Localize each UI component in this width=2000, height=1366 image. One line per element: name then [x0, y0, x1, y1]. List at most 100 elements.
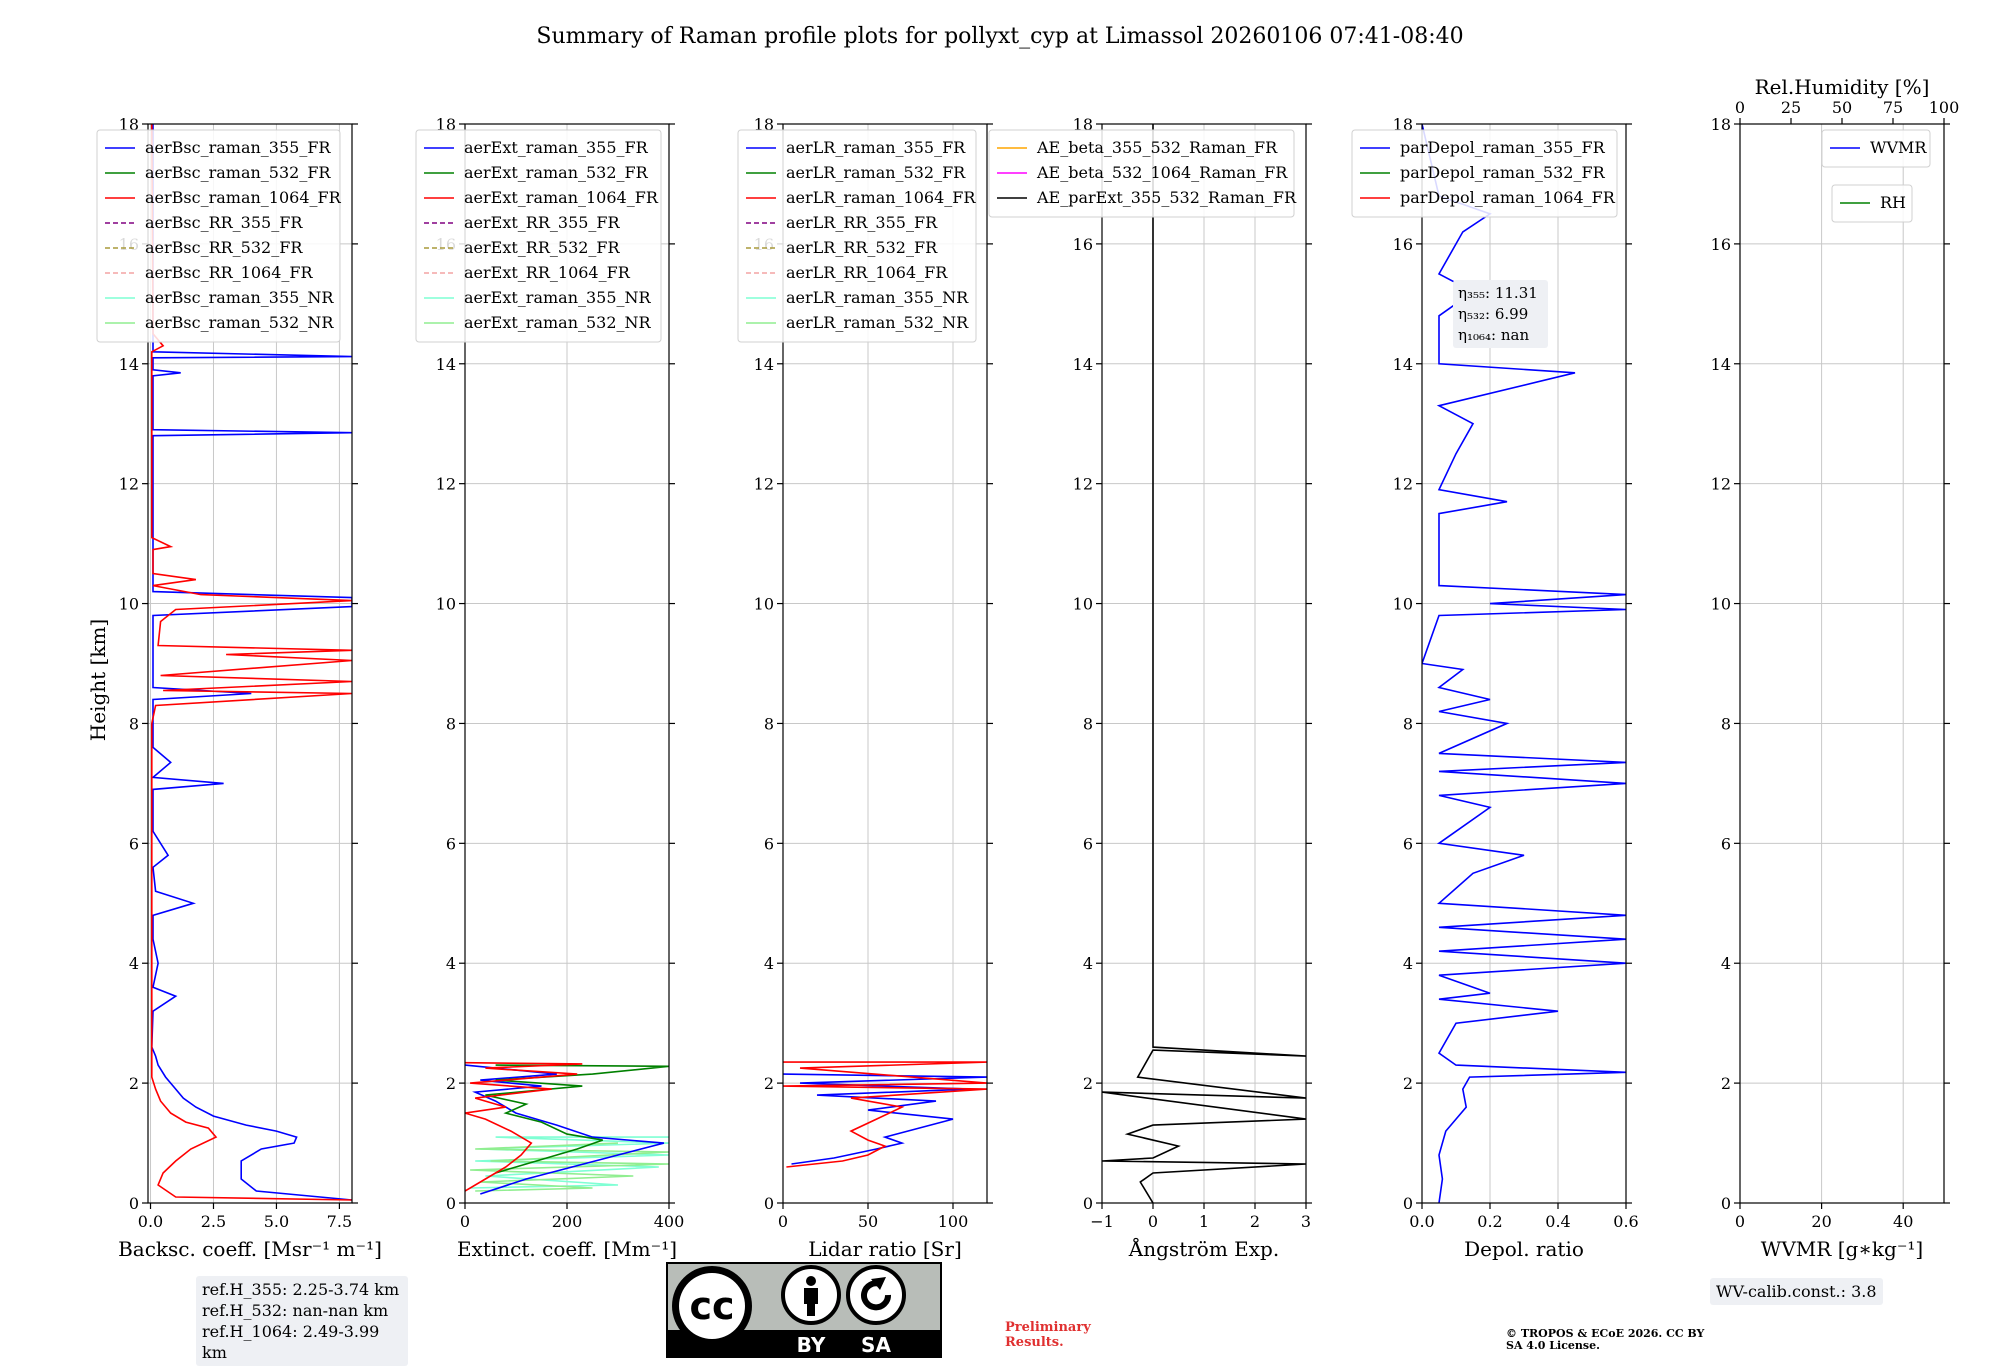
copyright-note: © TROPOS & ECoE 2026. CC BY SA 4.0 Licen… [1506, 1327, 1705, 1352]
y-tick-label: 6 [129, 834, 139, 853]
top-x-axis-label: Rel.Humidity [%] [1755, 75, 1930, 99]
y-tick-label: 4 [129, 954, 139, 973]
y-tick-label: 2 [1403, 1074, 1413, 1093]
y-tick-label: 4 [1083, 954, 1093, 973]
preliminary-results-note: Preliminary Results. [1005, 1320, 1091, 1350]
x-tick-label: 7.5 [327, 1212, 352, 1231]
y-tick-label: 16 [1711, 235, 1731, 254]
legend-label: parDepol_raman_532_FR [1400, 163, 1606, 182]
y-tick-label: 18 [1073, 115, 1093, 134]
y-tick-label: 10 [1073, 595, 1093, 614]
series-line-aerExt_raman_355_NR [470, 1136, 669, 1189]
cc-by-sa-license-logo: cc BY SA [666, 1262, 942, 1358]
x-tick-label: 0.0 [1409, 1212, 1434, 1231]
y-tick-label: 4 [764, 954, 774, 973]
wv-calibration-constant: WV-calib.const.: 3.8 [1710, 1278, 1883, 1305]
y-tick-label: 18 [436, 115, 456, 134]
x-tick-label: 100 [938, 1212, 969, 1231]
x-axis-label: Lidar ratio [Sr] [808, 1237, 962, 1261]
x-tick-label: 1 [1199, 1212, 1209, 1231]
legend-label: aerBsc_RR_532_FR [145, 238, 303, 257]
ref-height-355: ref.H_355: 2.25-3.74 km [202, 1280, 400, 1299]
legend-box [1351, 129, 1618, 218]
y-tick-label: 18 [1393, 115, 1413, 134]
legend: aerExt_raman_355_FR aerExt_raman_532_FRae… [415, 129, 662, 343]
legend-label: aerLR_RR_532_FR [786, 238, 938, 257]
x-tick-label: −1 [1090, 1212, 1114, 1231]
y-tick-label: 12 [436, 475, 456, 494]
plot-frame [1739, 123, 1945, 1204]
legend-label: AE_beta_532_1064_Raman_FR [1036, 163, 1288, 182]
y-tick-label: 0 [1083, 1194, 1093, 1213]
series-group [783, 1061, 987, 1168]
plot-frame [1421, 123, 1627, 1204]
plot-frame [782, 123, 988, 1204]
y-tick-label: 6 [446, 834, 456, 853]
y-tick-label: 2 [129, 1074, 139, 1093]
legend: WVMR [1821, 129, 1931, 168]
series-line-aerLR_raman_1064_FR [783, 1061, 987, 1168]
legend-label: aerExt_raman_532_FR [464, 163, 649, 182]
x-tick-label: 0.0 [138, 1212, 163, 1231]
x-tick-label: 0.6 [1613, 1212, 1638, 1231]
top-x-tick-label: 50 [1832, 98, 1852, 117]
y-tick-label: 14 [1073, 355, 1093, 374]
y-tick-label: 2 [1083, 1074, 1093, 1093]
x-tick-label: 200 [552, 1212, 583, 1231]
y-tick-label: 16 [1073, 235, 1093, 254]
legend-label: aerBsc_raman_532_FR [145, 163, 331, 182]
legend-box [415, 129, 662, 343]
x-tick-label: 0 [778, 1212, 788, 1231]
legend-label: aerExt_RR_1064_FR [464, 263, 631, 282]
series-line-aerBsc_raman_1064_FR [151, 124, 352, 1201]
panel-lr: 024681012141618050100Lidar ratio [Sr]aer… [737, 115, 993, 1261]
legend-label: WVMR [1870, 138, 1927, 157]
panel-depol: 0 2 4 6 8 10 12 14 16 18 0.0 0.2 0.4 0.6 Depol. ratio p… [1351, 115, 1639, 1261]
y-tick-label: 8 [446, 714, 456, 733]
y-tick-label: 10 [1393, 595, 1413, 614]
y-tick-label: 6 [1403, 834, 1413, 853]
y-tick-label: 18 [1711, 115, 1731, 134]
x-tick-label: 2.5 [201, 1212, 226, 1231]
annotation-line: η₅₃₂: 6.99 [1458, 305, 1528, 323]
series-line-parDepol_raman_355_FR [1422, 124, 1626, 1203]
y-tick-label: 0 [1403, 1194, 1413, 1213]
legend-label: aerBsc_raman_355_FR [145, 138, 331, 157]
x-tick-label: 0 [1148, 1212, 1158, 1231]
x-tick-label: 0 [460, 1212, 470, 1231]
legend: aerBsc_raman_355_FR aerBsc_raman_532_FRae… [96, 129, 342, 343]
x-tick-label: 20 [1811, 1212, 1831, 1231]
y-tick-label: 2 [446, 1074, 456, 1093]
depol-calibration-annotation: η₃₅₅: 11.31 η₅₃₂: 6.99 η₁₀₆₄: nan [1453, 280, 1548, 348]
legend-label: aerLR_raman_532_FR [786, 163, 966, 182]
y-tick-label: 2 [764, 1074, 774, 1093]
x-axis-label: Ångström Exp. [1128, 1236, 1279, 1261]
y-tick-label: 8 [1083, 714, 1093, 733]
y-tick-label: 2 [1721, 1074, 1731, 1093]
legend-box [1821, 129, 1931, 168]
y-tick-label: 12 [1073, 475, 1093, 494]
legend: aerLR_raman_355_FR aerLR_raman_532_FR aerL… [737, 129, 977, 343]
y-tick-label: 14 [1711, 355, 1731, 374]
y-tick-label: 14 [1393, 355, 1413, 374]
legend-label: AE_beta_355_532_Raman_FR [1036, 138, 1278, 157]
x-axis-label: Extinct. coeff. [Mm⁻¹] [457, 1237, 677, 1261]
legend-label: aerExt_raman_355_FR [464, 138, 649, 157]
x-axis-label: Depol. ratio [1464, 1237, 1584, 1261]
legend-label: aerLR_RR_1064_FR [786, 263, 948, 282]
legend-label: aerLR_raman_532_NR [786, 313, 969, 332]
y-tick-label: 8 [129, 714, 139, 733]
legend-label: RH [1880, 193, 1906, 212]
y-tick-label: 0 [764, 1194, 774, 1213]
y-tick-label: 0 [446, 1194, 456, 1213]
y-tick-label: 10 [436, 595, 456, 614]
y-tick-label: 6 [1083, 834, 1093, 853]
top-x-tick-label: 25 [1781, 98, 1801, 117]
legend-box [96, 129, 341, 343]
x-tick-label: 50 [858, 1212, 878, 1231]
y-tick-label: 14 [119, 355, 139, 374]
x-tick-label: 5.0 [264, 1212, 289, 1231]
series-group [1422, 124, 1626, 1203]
panel-ext: 0246810121416180200400Extinct. coeff. [M… [415, 115, 684, 1261]
